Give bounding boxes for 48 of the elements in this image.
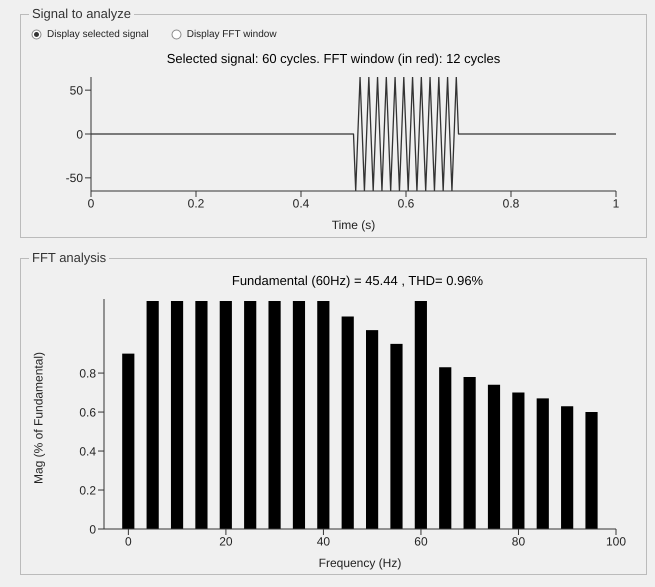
bar <box>536 398 549 529</box>
y-tick-label: 0.6 <box>79 405 96 420</box>
bar <box>464 376 476 529</box>
chart-title: Selected signal: 60 cycles. FFT window (in red): 12 cycles <box>166 51 502 66</box>
y-axis-title: Mag (% of Fundamental) <box>31 352 46 484</box>
x-tick-label: 60 <box>414 534 428 549</box>
bar <box>390 344 403 529</box>
bar <box>488 384 500 529</box>
chart-subtitle: FFT analysis <box>29 250 110 265</box>
y-tick-label: -50 <box>66 171 84 186</box>
bar <box>195 300 208 529</box>
x-tick-label: 100 <box>606 534 626 549</box>
bar <box>170 300 184 529</box>
bar <box>220 300 232 529</box>
x-tick-label: 40 <box>316 534 330 549</box>
bar <box>585 412 598 529</box>
text: Display selected signal <box>47 29 149 40</box>
bar <box>561 406 574 529</box>
bar <box>414 300 427 529</box>
y-tick-label: 50 <box>70 83 84 98</box>
bar <box>292 300 306 529</box>
bar <box>244 300 256 529</box>
bar <box>317 300 330 529</box>
y-tick-label: 0 <box>89 522 96 536</box>
bar <box>146 300 159 529</box>
x-tick-label: 20 <box>219 534 233 549</box>
x-tick-label: 0.8 <box>502 196 520 211</box>
x-tick-label: 80 <box>512 534 526 549</box>
y-tick-label: 0.4 <box>79 444 96 458</box>
y-tick-label: 0 <box>76 127 84 142</box>
x-axis-title: Frequency (Hz) <box>318 556 402 570</box>
chart-title: Fundamental (60Hz) = 45.44 , THD= 0.96% <box>230 273 484 288</box>
bar <box>439 367 452 529</box>
bar <box>122 354 134 529</box>
x-tick-label: 0.2 <box>188 196 205 211</box>
bar <box>342 316 354 529</box>
bar <box>366 330 378 529</box>
bar <box>268 300 281 529</box>
x-tick-label: 0.4 <box>292 196 310 211</box>
bar <box>512 392 524 529</box>
text: Display FFT window <box>186 29 277 40</box>
y-tick-label: 0.8 <box>79 366 96 380</box>
x-axis-title: Time (s) <box>332 218 376 232</box>
chart-subtitle: Signal to analyze <box>29 6 134 21</box>
x-tick-label: 0.6 <box>398 196 415 211</box>
x-tick-label: 1 <box>612 196 620 211</box>
y-tick-label: 0.2 <box>79 483 96 498</box>
x-tick-label: 0 <box>125 534 132 549</box>
